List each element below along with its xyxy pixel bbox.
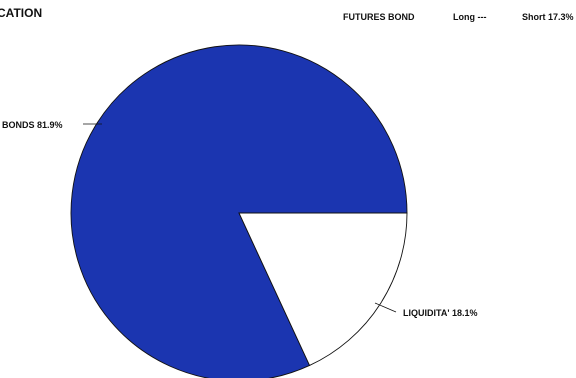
liquidita-leader-line	[374, 302, 397, 313]
long-label: Long ---	[453, 12, 486, 22]
pie-slices	[70, 44, 408, 378]
bonds-label: BONDS 81.9%	[2, 120, 63, 130]
short-label: Short 17.3%	[522, 12, 574, 22]
chart-title: CATION	[0, 6, 42, 20]
liquidita-label: LIQUIDITA' 18.1%	[403, 308, 478, 318]
pie-slice-bonds	[70, 44, 408, 378]
pie-slice-liquidita	[238, 212, 408, 367]
futures-bond-label: FUTURES BOND	[343, 12, 415, 22]
